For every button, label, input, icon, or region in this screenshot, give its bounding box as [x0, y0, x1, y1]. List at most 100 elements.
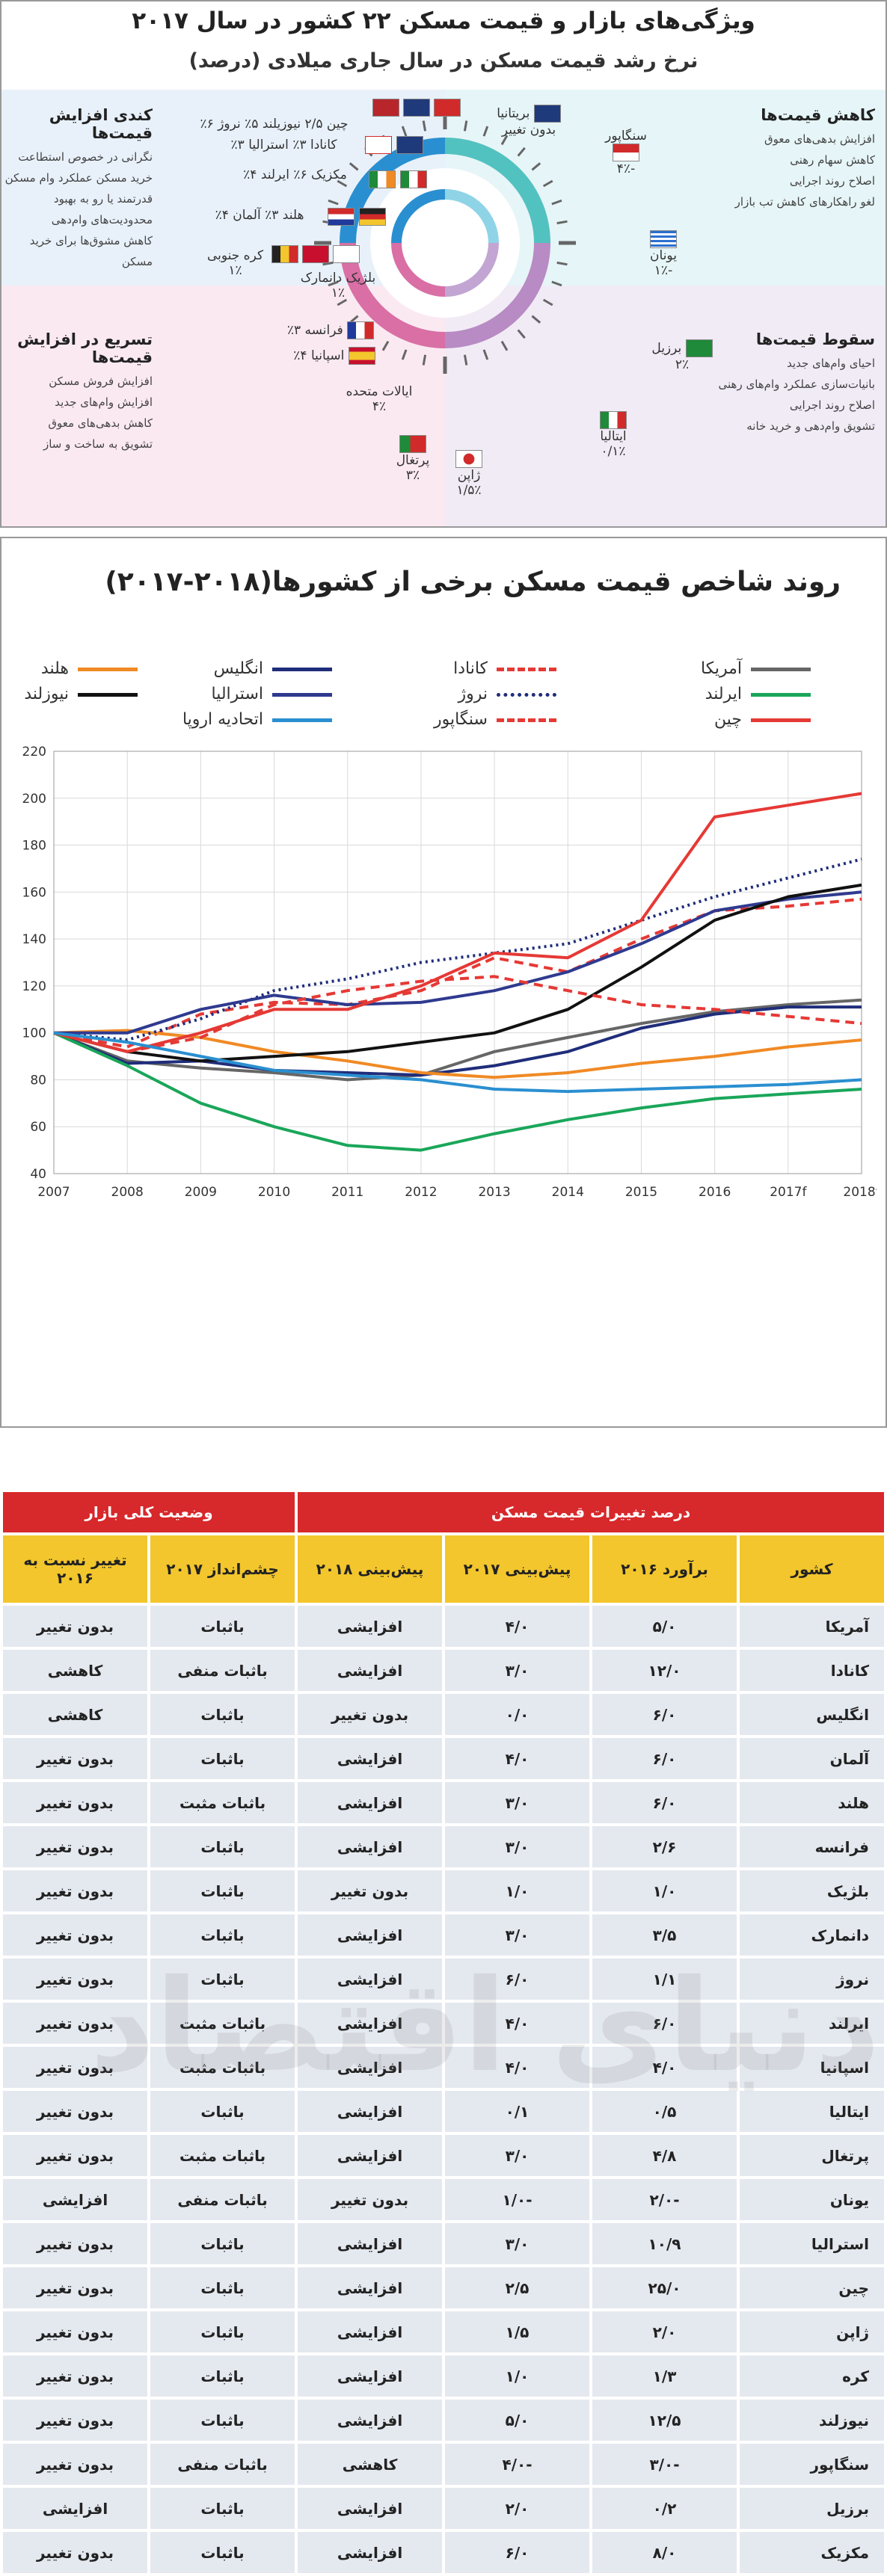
cell-country: اسپانیا — [740, 2047, 884, 2088]
x-tick-label: 2012 — [405, 1185, 437, 1200]
legend-item: انگلیس — [214, 659, 332, 678]
dial-tick — [482, 349, 489, 360]
cell-country: فرانسه — [740, 1826, 884, 1867]
cell-change: بدون تغییر — [3, 2267, 148, 2308]
cell-country: کانادا — [740, 1650, 884, 1691]
plot-frame — [53, 751, 862, 1174]
dial-arc-bottom — [444, 242, 550, 348]
quadrant-line: قدرتمند یا رو به بهبود — [53, 192, 153, 206]
table-row: استرالیا ۱۰/۹ ۳/۰ افزایشی باثبات بدون تغییر — [3, 2223, 884, 2264]
dial-inner-arc — [391, 189, 446, 244]
cell-outlook2017: باثبات — [150, 2488, 295, 2529]
country-label: یونان -۱٪ — [637, 230, 690, 278]
cell-est2016: ۶/۰ — [592, 1782, 737, 1823]
cell-forecast2017: -۱/۰ — [445, 2179, 590, 2220]
cell-change: بدون تغییر — [3, 2532, 148, 2573]
x-tick-label: 2014 — [552, 1185, 584, 1200]
quadrant-bottom: سقوط قیمت‌ها احیای وام‌های جدید بانیات‌س… — [696, 330, 876, 437]
quadrant-line: تشویق وام‌دهی و خرید خانه — [746, 419, 875, 433]
cell-forecast2018: افزایشی — [298, 2532, 443, 2573]
country-label: کانادا ۳٪ استرالیا ۳٪ — [230, 138, 337, 152]
country-label: مکزیک ۶٪ ایرلند ۴٪ — [243, 167, 347, 182]
cell-change: بدون تغییر — [3, 1606, 148, 1647]
country-label: کره جنوبی ۱٪ — [206, 248, 264, 278]
country-label: اسپانیا ۴٪ — [278, 347, 390, 365]
table-row: نروژ ۱/۱ ۶/۰ افزایشی باثبات بدون تغییر — [3, 1959, 884, 2000]
quadrant-line: تشویق به ساخت و ساز — [43, 437, 153, 451]
cell-outlook2017: باثبات — [150, 2355, 295, 2397]
cell-est2016: ۰/۵ — [592, 2091, 737, 2132]
quadrant-line: افزایش فروش مسکن — [49, 375, 153, 388]
cell-country: نیوزلند — [740, 2400, 884, 2441]
cell-forecast2017: ۳/۰ — [445, 2135, 590, 2176]
y-tick-label: 120 — [22, 979, 46, 994]
cell-forecast2017: ۲/۵ — [445, 2267, 590, 2308]
table-row: کانادا ۱۲/۰ ۳/۰ افزایشی باثبات منفی کاهشی — [3, 1650, 884, 1691]
cell-country: ایتالیا — [740, 2091, 884, 2132]
series-line — [53, 792, 862, 1053]
cell-forecast2018: افزایشی — [298, 2135, 443, 2176]
cell-est2016: -۲/۰ — [592, 2179, 737, 2220]
y-tick-label: 200 — [22, 792, 46, 807]
cell-country: هلند — [740, 1782, 884, 1823]
quadrant-bg-br — [445, 286, 886, 526]
legend-item: کانادا — [453, 659, 556, 678]
cell-change: بدون تغییر — [3, 2003, 148, 2044]
cell-outlook2017: باثبات — [150, 1959, 295, 2000]
cell-change: بدون تغییر — [3, 1738, 148, 1779]
cell-est2016: -۳/۰ — [592, 2444, 737, 2485]
cell-forecast2017: ۱/۰ — [445, 2355, 590, 2397]
cell-forecast2017: ۳/۰ — [445, 2223, 590, 2264]
col-header-outlook2017: چشم‌انداز ۲۰۱۷ — [150, 1535, 295, 1603]
cell-forecast2018: افزایشی — [298, 1826, 443, 1867]
table-row: ژاپن ۲/۰ ۱/۵ افزایشی باثبات بدون تغییر — [3, 2311, 884, 2352]
country-label — [263, 245, 368, 263]
quadrant-line: خرید مسکن عملکرد وام‌ مسکن — [4, 171, 153, 185]
y-tick-label: 60 — [30, 1120, 46, 1135]
dial-inner-arc — [444, 189, 499, 244]
table-row: اسپانیا ۴/۰ ۴/۰ افزایشی باثبات مثبت بدون تغیی… — [3, 2047, 884, 2088]
cell-change: بدون تغییر — [3, 2135, 148, 2176]
quadrant-line: احیای وام‌های جدید — [787, 357, 875, 370]
dial-tick — [500, 340, 509, 351]
table-row: برزیل ۰/۲ ۲/۰ افزایشی باثبات افزایشی — [3, 2488, 884, 2529]
cell-est2016: ۱۲/۰ — [592, 1650, 737, 1691]
x-tick-label: 2011 — [331, 1185, 363, 1200]
cell-forecast2018: افزایشی — [298, 1959, 443, 2000]
quadrant-line: کاهش سهام رهنی — [790, 153, 875, 167]
y-tick-label: 160 — [22, 885, 46, 900]
line-chart: 40 60 80 100 120 140 160 180 200 220 2007 2008 2009 2… — [22, 745, 877, 1200]
cell-forecast2018: بدون تغییر — [298, 1870, 443, 1911]
cell-country: انگلیس — [740, 1694, 884, 1735]
col-header-forecast2017: پیش‌بینی ۲۰۱۷ — [445, 1535, 590, 1603]
cell-change: بدون تغییر — [3, 2223, 148, 2264]
legend-item: چین — [714, 710, 811, 729]
country-label: پرتغال ۳٪ — [379, 435, 446, 483]
cell-change: بدون تغییر — [3, 2444, 148, 2485]
dial-tick — [556, 261, 568, 266]
legend-item: نیوزلند — [24, 685, 138, 703]
cell-change: افزایشی — [3, 2488, 148, 2529]
cell-forecast2017: ۲/۰ — [445, 2488, 590, 2529]
infographic-panel: ویژگی‌های بازار و قیمت مسکن ۲۲ کشور در س… — [0, 0, 887, 528]
cell-forecast2017: ۴/۰ — [445, 1606, 590, 1647]
cell-forecast2017: ۰/۱ — [445, 2091, 590, 2132]
line-chart-panel: روند شاخص قیمت مسکن برخی از کشورها(۲۰۱۸-… — [0, 537, 887, 1428]
country-label — [364, 170, 432, 188]
cell-forecast2018: افزایشی — [298, 1914, 443, 1956]
quadrant-title: سقوط قیمت‌ها — [755, 330, 875, 348]
dial-arc-drop — [444, 138, 550, 244]
cell-forecast2018: افزایشی — [298, 2311, 443, 2352]
cell-outlook2017: باثبات — [150, 2400, 295, 2441]
cell-forecast2018: افزایشی — [298, 2047, 443, 2088]
table-row: چین ۲۵/۰ ۲/۵ افزایشی باثبات بدون تغییر — [3, 2267, 884, 2308]
dial-tick — [422, 120, 427, 132]
cell-forecast2017: ۶/۰ — [445, 1959, 590, 2000]
quadrant-title: کاهش قیمت‌ها — [761, 106, 875, 124]
flag-icon — [372, 99, 399, 117]
cell-outlook2017: باثبات — [150, 2311, 295, 2352]
legend-item: سنگاپور — [434, 710, 556, 729]
cell-country: دانمارک — [740, 1914, 884, 1956]
dial-tick — [531, 315, 541, 324]
cell-forecast2018: بدون تغییر — [298, 2179, 443, 2220]
